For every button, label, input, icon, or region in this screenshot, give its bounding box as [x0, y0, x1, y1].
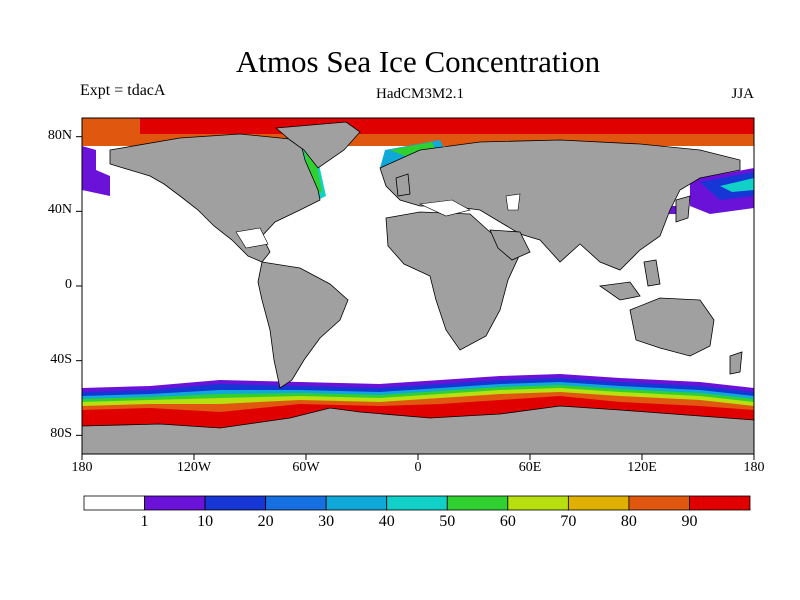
colorbar-swatch [144, 495, 206, 511]
colorbar-level-label: 1 [140, 513, 149, 530]
colorbar-level-label: 40 [378, 513, 395, 530]
season-label: JJA [731, 86, 754, 102]
colorbar-swatch [265, 495, 327, 511]
colorbar-level-label: 60 [499, 513, 516, 530]
lon-tick-label: 180 [743, 460, 765, 475]
model-label: HadCM3M2.1 [376, 86, 464, 102]
colorbar-swatch [83, 495, 145, 511]
colorbar-swatch [507, 495, 569, 511]
lat-tick-label: 40S [50, 351, 72, 367]
colorbar-swatch [325, 495, 388, 511]
lon-tick-label: 60E [518, 460, 542, 475]
colorbar-level-label: 70 [560, 513, 577, 530]
colorbar-swatch [386, 495, 448, 511]
lon-tick-label: 120W [176, 460, 212, 475]
lat-ticks [76, 136, 82, 436]
colorbar-level-label: 90 [681, 513, 698, 530]
lon-tick-label: 0 [414, 460, 422, 475]
page-title: Atmos Sea Ice Concentration [235, 44, 601, 79]
colorbar-swatch [204, 495, 267, 511]
inland-water [235, 193, 521, 249]
colorbar-swatch [628, 495, 690, 511]
colorbar-level-label: 10 [197, 513, 214, 530]
colorbar [83, 495, 751, 511]
lon-tick-label: 60W [292, 460, 320, 475]
experiment-label: Expt = tdacA [80, 82, 166, 99]
colorbar-swatch [446, 495, 509, 511]
colorbar-level-label: 80 [620, 513, 637, 530]
colorbar-level-label: 20 [257, 513, 274, 530]
colorbar-swatch [567, 495, 630, 511]
colorbar-swatch [689, 495, 751, 511]
colorbar-level-label: 30 [318, 513, 335, 530]
lat-tick-label: 80S [50, 426, 72, 442]
lon-tick-label: 120E [627, 460, 657, 475]
lat-tick-label: 80N [47, 127, 72, 143]
colorbar-level-label: 50 [439, 513, 456, 530]
lat-tick-label: 0 [65, 277, 72, 292]
land [82, 121, 754, 454]
lon-ticks [81, 454, 755, 460]
lat-tick-label: 40N [47, 202, 72, 218]
lon-tick-label: 180 [71, 460, 93, 475]
